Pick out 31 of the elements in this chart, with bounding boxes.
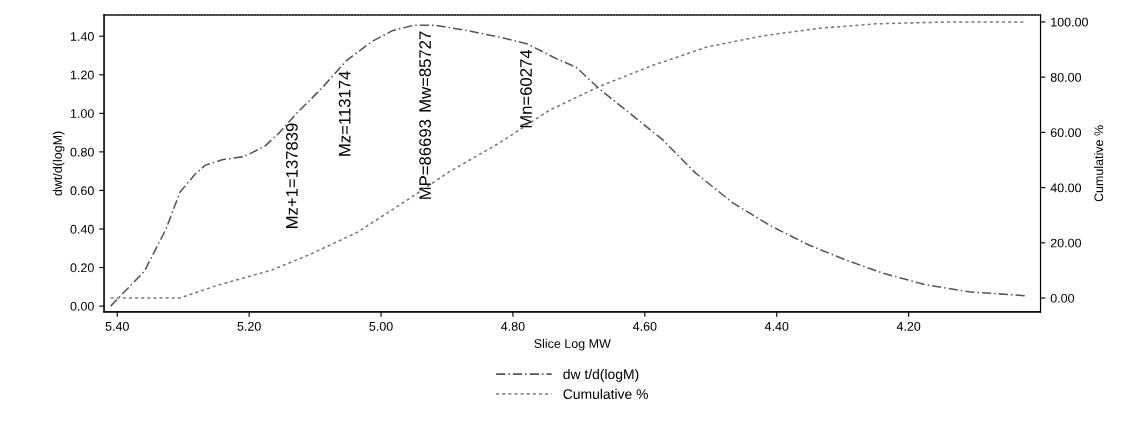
y-tick-label: 1.20 bbox=[70, 70, 94, 80]
y-tick-label: 0.80 bbox=[70, 147, 94, 157]
annotation: Mz+1=137839 bbox=[286, 123, 298, 228]
x-tick-label: 4.60 bbox=[632, 321, 657, 331]
annotation: Mw=85727 bbox=[419, 31, 432, 112]
annotation: Mn=60274 bbox=[520, 49, 532, 128]
y-tick-label: 0.60 bbox=[70, 186, 94, 196]
y-tick-label: 1.00 bbox=[70, 109, 94, 118]
x-tick-label: 4.40 bbox=[764, 321, 789, 331]
x-tick-label: 5.20 bbox=[237, 321, 261, 331]
x-tick-label: 4.80 bbox=[501, 321, 525, 331]
y2-axis-title: Cumulative % bbox=[1094, 125, 1104, 202]
y2-tick-label: 60.00 bbox=[1050, 128, 1082, 138]
legend-label: dw t/d(logM) bbox=[563, 368, 639, 382]
x-tick-label: 5.00 bbox=[369, 321, 393, 331]
legend-label: Cumulative % bbox=[563, 388, 648, 400]
y-tick-label: 0.40 bbox=[70, 224, 94, 234]
y2-tick-label: 0.00 bbox=[1050, 293, 1075, 303]
annotation: Mz=113174 bbox=[338, 71, 351, 156]
y-tick-label: 1.40 bbox=[70, 32, 94, 41]
y2-tick-label: 100.00 bbox=[1051, 17, 1088, 27]
y2-tick-label: 20.00 bbox=[1050, 238, 1082, 248]
y-tick-label: 0.00 bbox=[70, 301, 94, 311]
y-axis-title: dwt/d(logM) bbox=[52, 131, 65, 196]
x-tick-label: 5.40 bbox=[105, 321, 129, 331]
y2-tick-label: 80.00 bbox=[1050, 72, 1082, 82]
annotation: MP=86693 bbox=[419, 119, 432, 199]
y2-tick-label: 40.00 bbox=[1050, 183, 1082, 193]
x-axis-title: Slice Log MW bbox=[534, 338, 611, 351]
x-tick-label: 4.20 bbox=[896, 321, 921, 331]
y-tick-label: 0.20 bbox=[70, 263, 94, 273]
